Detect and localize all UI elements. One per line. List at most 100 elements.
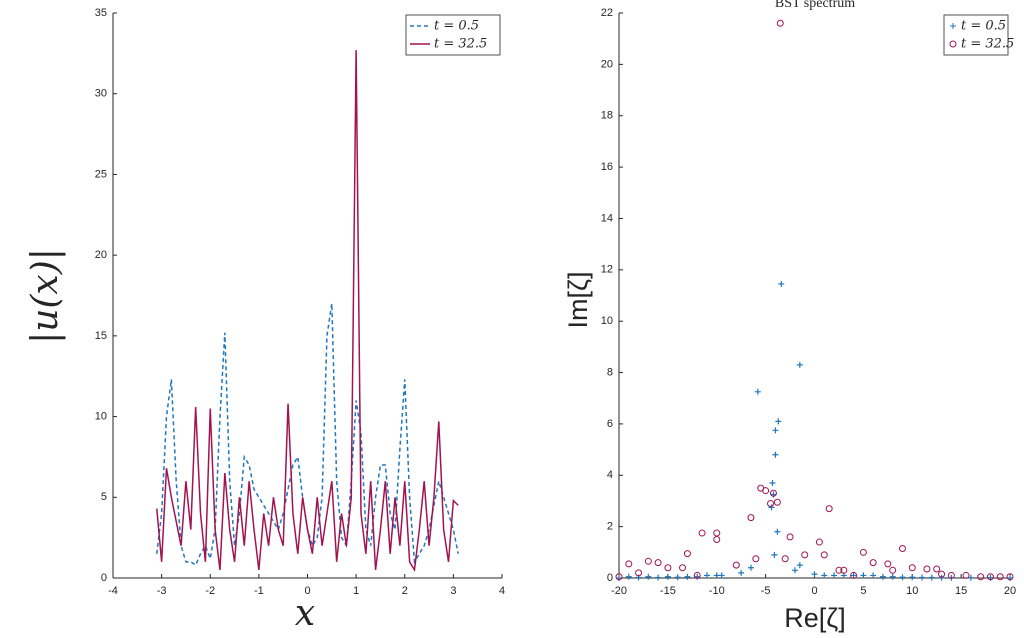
point xyxy=(850,571,858,579)
y-tick-label: 15 xyxy=(95,330,107,342)
point xyxy=(772,427,779,434)
point xyxy=(713,572,720,579)
y-tick-label: 16 xyxy=(601,161,613,173)
point xyxy=(938,570,946,578)
point xyxy=(684,573,691,580)
y-tick-label: 10 xyxy=(95,410,107,422)
point xyxy=(898,544,906,552)
y-tick-label: 2 xyxy=(607,521,613,533)
point xyxy=(884,560,892,568)
y-tick-label: 20 xyxy=(601,58,613,70)
y-tick-label: 0 xyxy=(607,572,613,584)
y-tick-label: 12 xyxy=(601,264,613,276)
point xyxy=(769,479,776,486)
point xyxy=(820,551,828,559)
point xyxy=(815,538,823,546)
point xyxy=(615,573,623,581)
point xyxy=(778,280,785,287)
point xyxy=(772,451,779,458)
point xyxy=(683,550,691,558)
point xyxy=(747,564,754,571)
point xyxy=(738,569,745,576)
point xyxy=(923,565,931,573)
point xyxy=(768,504,775,511)
y-tick-label: 6 xyxy=(607,418,613,430)
point xyxy=(869,559,877,567)
point xyxy=(773,498,781,506)
y-tick-label: 5 xyxy=(101,491,107,503)
point xyxy=(625,573,632,580)
point xyxy=(654,559,662,567)
point xyxy=(664,573,671,580)
x-tick-label: -2 xyxy=(205,585,215,597)
legend-box xyxy=(943,14,1009,56)
legend-label: t = 0.5 xyxy=(434,19,479,34)
y-tick-label: 4 xyxy=(607,469,613,481)
point xyxy=(698,529,706,537)
point xyxy=(835,566,843,574)
point xyxy=(754,388,761,395)
x-tick-label: 5 xyxy=(860,585,866,597)
x-tick-label: -3 xyxy=(157,585,167,597)
x-tick-label: 15 xyxy=(955,585,967,597)
point xyxy=(860,572,867,579)
point xyxy=(889,573,896,580)
point xyxy=(625,560,633,568)
point xyxy=(769,489,777,497)
point xyxy=(825,505,833,513)
x-tick-label: -20 xyxy=(611,585,627,597)
point xyxy=(933,565,941,573)
y-tick-label: 35 xyxy=(95,7,107,19)
point xyxy=(752,555,760,563)
x-tick-label: 1 xyxy=(353,585,359,597)
point xyxy=(831,572,838,579)
point xyxy=(776,19,784,27)
point xyxy=(996,573,1004,581)
y-axis-label: Im[ζ] xyxy=(563,272,593,329)
point xyxy=(679,564,687,572)
legend-label: t = 32.5 xyxy=(434,37,487,52)
x-tick-label: -5 xyxy=(761,585,771,597)
point xyxy=(762,487,770,495)
point xyxy=(889,566,897,574)
point xyxy=(986,573,994,581)
legend-swatch xyxy=(950,23,956,29)
point xyxy=(899,574,906,581)
legend-label: t = 0.5 xyxy=(961,19,1006,34)
point xyxy=(821,572,828,579)
x-tick-label: 20 xyxy=(1004,585,1016,597)
point xyxy=(928,574,935,581)
legend-swatch xyxy=(949,40,957,48)
point xyxy=(713,535,721,543)
point xyxy=(635,569,643,577)
point xyxy=(811,571,818,578)
y-axis-label: |u(x)| xyxy=(25,248,66,344)
point xyxy=(909,574,916,581)
y-tick-label: 14 xyxy=(601,212,613,224)
y-tick-label: 22 xyxy=(601,7,613,19)
point xyxy=(703,572,710,579)
point xyxy=(796,562,803,569)
y-tick-label: 25 xyxy=(95,168,107,180)
point xyxy=(967,574,974,581)
x-tick-label: 0 xyxy=(304,585,310,597)
point xyxy=(977,573,985,581)
point xyxy=(962,571,970,579)
point xyxy=(645,573,652,580)
point xyxy=(840,566,848,574)
line xyxy=(156,50,459,573)
chart-title: BST spectrum xyxy=(775,0,855,11)
y-tick-label: 30 xyxy=(95,88,107,100)
point xyxy=(781,555,789,563)
point xyxy=(786,533,794,541)
y-tick-label: 20 xyxy=(95,249,107,261)
point xyxy=(664,564,672,572)
point xyxy=(796,361,803,368)
point xyxy=(947,571,955,579)
point xyxy=(693,571,701,579)
y-tick-label: 8 xyxy=(607,366,613,378)
x-tick-label: -1 xyxy=(254,585,264,597)
y-tick-label: 18 xyxy=(601,110,613,122)
legend-label: t = 32.5 xyxy=(961,37,1014,52)
